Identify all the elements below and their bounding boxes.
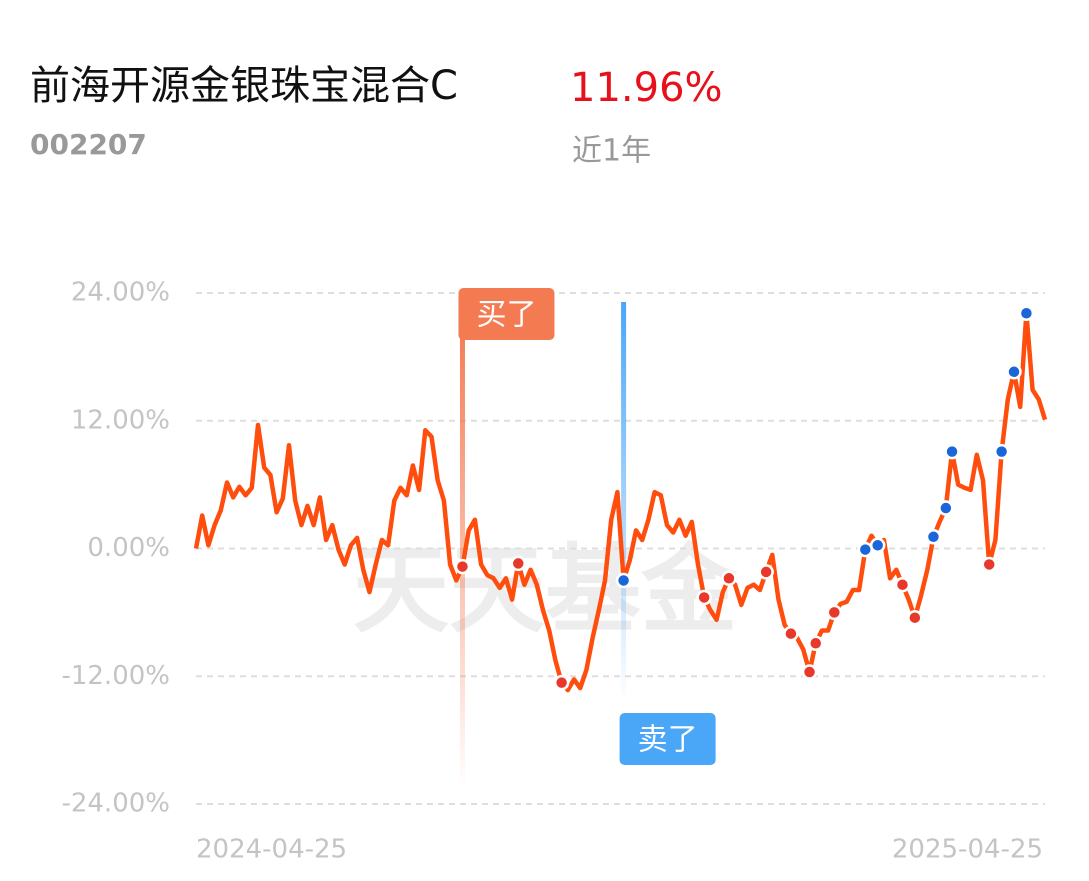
x-tick-label: 2024-04-25 — [196, 835, 347, 865]
buy-point — [510, 555, 526, 572]
y-tick-label: -24.00% — [61, 789, 170, 819]
y-tick-label: 0.00% — [87, 533, 170, 563]
buy-point — [721, 570, 737, 587]
buy-point — [696, 589, 712, 606]
buy-point — [807, 635, 824, 651]
x-tick-label: 2025-04-25 — [892, 835, 1043, 865]
sell-point — [938, 500, 954, 516]
annotation-box — [458, 288, 555, 340]
sell-point — [944, 443, 960, 460]
return: 11.96% — [570, 65, 723, 111]
annotation-line — [621, 302, 627, 702]
sell-point — [1006, 364, 1022, 380]
title: 前海开源金银珠宝混合C — [30, 63, 458, 109]
buy-point — [907, 609, 923, 626]
buy-point — [801, 664, 818, 680]
sell-point — [857, 541, 874, 558]
buy-point — [454, 558, 471, 575]
buy-point — [553, 674, 570, 691]
buy-point — [894, 576, 911, 593]
y-tick-label: -12.00% — [61, 661, 170, 691]
sell-point — [993, 443, 1010, 460]
fund-code: 002207 — [30, 128, 147, 161]
sell-point — [615, 572, 632, 589]
buy-point — [826, 604, 843, 621]
buy-point — [981, 556, 997, 573]
y-tick-label: 24.00% — [71, 278, 170, 308]
sell-point — [1018, 305, 1035, 321]
annotation-box — [619, 713, 716, 765]
sell-point — [869, 537, 886, 554]
period: 近1年 — [572, 134, 651, 169]
watermark: 天天基金 — [353, 533, 738, 646]
y-tick-label: 12.00% — [71, 405, 170, 435]
sell-point — [925, 529, 942, 545]
buy-point — [758, 564, 774, 580]
annotation-label: 卖了 — [638, 723, 698, 758]
buy-point — [783, 625, 799, 642]
annotation-label: 买了 — [476, 298, 536, 333]
